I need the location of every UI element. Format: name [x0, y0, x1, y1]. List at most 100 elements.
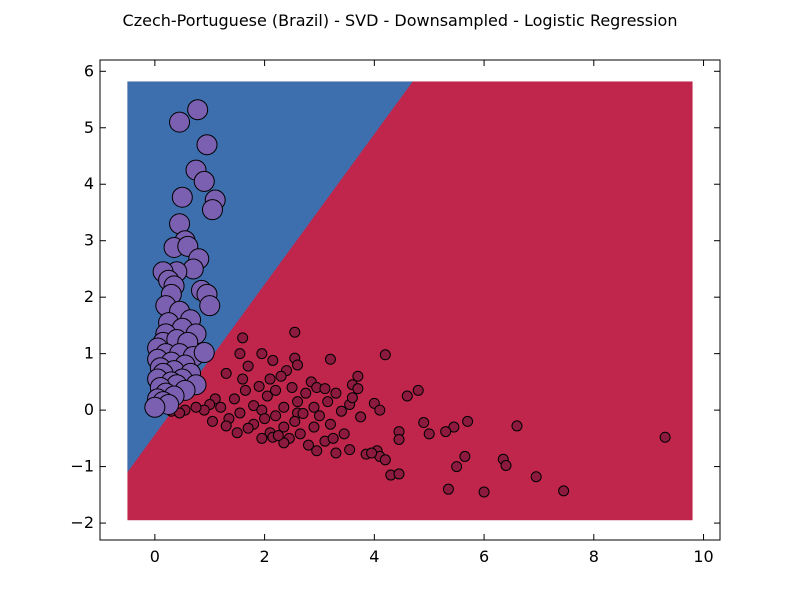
class-b-point: [322, 396, 334, 408]
class-a-point: [196, 134, 218, 156]
class-b-point: [355, 411, 367, 423]
class-a-point: [171, 186, 193, 208]
class-b-point: [289, 415, 301, 427]
class-b-point: [330, 447, 342, 459]
class-a-point: [144, 396, 166, 418]
class-b-point: [335, 405, 347, 417]
x-axis: 0 2 4 6 8 10: [150, 60, 714, 566]
x-tick-label: 2: [260, 547, 270, 566]
class-b-point: [239, 384, 251, 396]
y-tick-label: 0: [84, 400, 94, 419]
class-b-point: [530, 471, 542, 483]
class-a-point: [187, 99, 209, 121]
y-tick-label: 3: [84, 231, 94, 250]
class-b-point: [300, 387, 312, 399]
class-b-point: [206, 415, 218, 427]
class-b-point: [220, 420, 232, 432]
class-b-point: [459, 450, 471, 462]
class-b-point: [379, 349, 391, 361]
y-tick-label: 5: [84, 118, 94, 137]
class-b-point: [237, 332, 249, 344]
class-b-point: [352, 370, 364, 382]
y-axis: −2 −1 0 1 2 3 4 5 6: [70, 61, 720, 532]
class-b-point: [292, 396, 304, 408]
x-tick-label: 10: [693, 547, 713, 566]
class-b-point: [267, 354, 279, 366]
x-tick-label: 8: [589, 547, 599, 566]
class-b-point: [319, 383, 331, 395]
class-b-point: [270, 410, 282, 422]
class-b-point: [440, 426, 452, 438]
class-b-point: [330, 387, 342, 399]
class-a-point: [193, 170, 215, 192]
y-tick-label: 4: [84, 174, 94, 193]
class-b-point: [327, 432, 339, 444]
class-b-point: [289, 326, 301, 338]
class-b-point: [190, 401, 202, 413]
class-b-point: [511, 420, 523, 432]
class-b-point: [278, 421, 290, 433]
class-b-point: [478, 486, 490, 498]
class-a-point: [201, 199, 223, 221]
class-b-point: [423, 428, 435, 440]
x-tick-label: 6: [479, 547, 489, 566]
class-b-point: [379, 454, 391, 466]
class-b-point: [242, 422, 254, 434]
class-b-point: [313, 410, 325, 422]
y-tick-label: 1: [84, 344, 94, 363]
class-b-point: [558, 485, 570, 497]
class-b-point: [308, 421, 320, 433]
class-b-point: [264, 373, 276, 385]
class-b-point: [344, 444, 356, 456]
class-b-point: [259, 413, 271, 425]
class-b-point: [242, 360, 254, 372]
class-b-point: [451, 461, 463, 473]
class-a-point: [199, 295, 221, 317]
class-b-point: [253, 380, 265, 392]
class-b-point: [278, 401, 290, 413]
class-b-point: [215, 401, 227, 413]
x-tick-label: 0: [150, 547, 160, 566]
class-b-point: [338, 428, 350, 440]
data-points-layer: [144, 99, 671, 498]
class-b-point: [324, 418, 336, 430]
plot-frame: [99, 59, 721, 541]
class-b-point: [374, 404, 386, 416]
class-b-point: [261, 390, 273, 402]
y-tick-label: −2: [70, 513, 94, 532]
class-b-point: [311, 445, 323, 457]
class-b-point: [659, 431, 671, 443]
class-b-point: [418, 417, 430, 429]
class-a-point: [193, 342, 215, 364]
class-b-point: [294, 428, 306, 440]
class-b-point: [448, 421, 460, 433]
y-tick-label: 2: [84, 287, 94, 306]
chart-title: Czech-Portuguese (Brazil) - SVD - Downsa…: [123, 11, 678, 30]
class-b-point: [248, 400, 260, 412]
class-b-point: [234, 407, 246, 419]
class-b-point: [292, 359, 304, 371]
class-b-point: [366, 447, 378, 459]
class-b-point: [401, 390, 413, 402]
class-b-point: [275, 370, 287, 382]
class-b-point: [278, 437, 290, 449]
class-b-point: [346, 392, 358, 404]
class-b-point: [412, 384, 424, 396]
class-b-point: [297, 408, 309, 420]
class-b-point: [462, 415, 474, 427]
class-b-point: [352, 383, 364, 395]
class-b-point: [286, 382, 298, 394]
class-b-point: [393, 433, 405, 445]
class-b-point: [256, 432, 268, 444]
class-b-point: [500, 459, 512, 471]
class-b-point: [234, 348, 246, 360]
class-b-point: [270, 384, 282, 396]
y-tick-label: −1: [70, 457, 94, 476]
class-b-point: [324, 353, 336, 365]
class-b-point: [272, 430, 284, 442]
class-a-point: [169, 111, 191, 133]
x-tick-label: 4: [369, 547, 379, 566]
class-b-point: [256, 348, 268, 360]
class-b-point: [237, 373, 249, 385]
